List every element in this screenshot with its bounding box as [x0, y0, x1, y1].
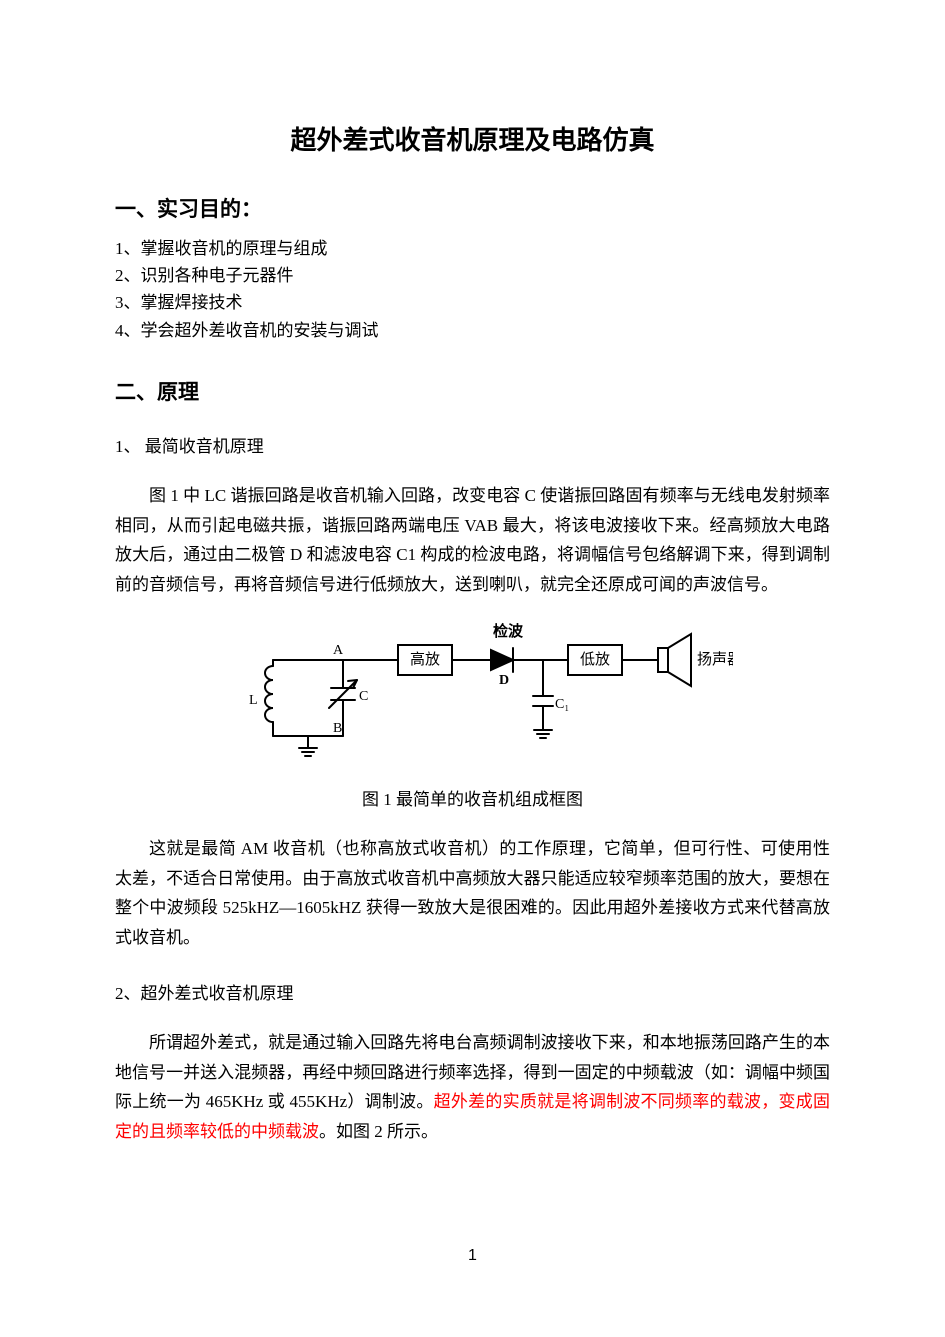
- section2-sub1-para2: 这就是最简 AM 收音机（也称高放式收音机）的工作原理，它简单，但可行性、可使用…: [115, 834, 830, 953]
- section2-sub1-heading: 1、 最简收音机原理: [115, 432, 830, 457]
- svg-text:D: D: [499, 673, 509, 688]
- page-number: 1: [0, 1247, 945, 1265]
- section1-item-1: 1、掌握收音机的原理与组成: [115, 235, 830, 262]
- svg-text:C: C: [359, 689, 368, 704]
- section1-item-4: 4、学会超外差收音机的安装与调试: [115, 317, 830, 344]
- figure-1-caption: 图 1 最简单的收音机组成框图: [115, 785, 830, 810]
- page-title: 超外差式收音机原理及电路仿真: [115, 120, 830, 157]
- svg-text:高放: 高放: [409, 651, 439, 668]
- section1-heading: 一、实习目的：: [115, 193, 830, 223]
- svg-text:扬声器: 扬声器: [697, 650, 733, 668]
- section2-sub2-heading: 2、超外差式收音机原理: [115, 979, 830, 1004]
- section2-sub1-para1: 图 1 中 LC 谐振回路是收音机输入回路，改变电容 C 使谐振回路固有频率与无…: [115, 481, 830, 600]
- svg-text:A: A: [333, 643, 344, 658]
- svg-text:低放: 低放: [579, 651, 609, 668]
- figure-1: A B L C D C₁ 高放 检波 低放 扬声器: [115, 618, 830, 773]
- para-text-after: 。如图 2 所示。: [319, 1122, 438, 1141]
- section2-heading: 二、原理: [115, 376, 830, 406]
- svg-text:B: B: [333, 721, 342, 736]
- svg-text:L: L: [249, 693, 258, 708]
- svg-text:C₁: C₁: [555, 697, 569, 712]
- section2-sub2-para1: 所谓超外差式，就是通过输入回路先将电台高频调制波接收下来，和本地振荡回路产生的本…: [115, 1028, 830, 1147]
- section1-item-2: 2、识别各种电子元器件: [115, 262, 830, 289]
- circuit-diagram: A B L C D C₁ 高放 检波 低放 扬声器: [213, 618, 733, 768]
- svg-text:检波: 检波: [493, 622, 524, 640]
- section1-item-3: 3、掌握焊接技术: [115, 289, 830, 316]
